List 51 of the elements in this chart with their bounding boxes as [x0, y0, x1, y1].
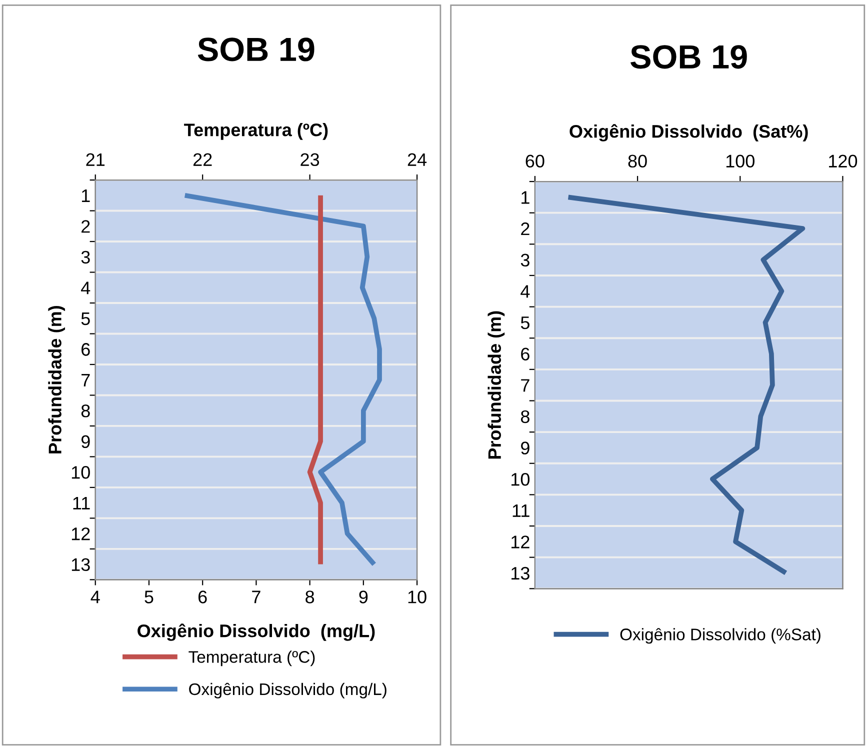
y-tick-label: 8: [520, 410, 530, 424]
x2-tick-label: 80: [628, 154, 647, 168]
chart-title: SOB 19: [198, 38, 314, 62]
y-axis-title: Profundidade (m): [48, 306, 66, 454]
x-tick-label: 9: [359, 590, 368, 604]
y-tick-label: 5: [81, 312, 90, 326]
y-tick-label: 10: [72, 466, 90, 479]
x-tick-label: 4: [90, 590, 100, 604]
x2-tick-label: 24: [408, 153, 427, 166]
x-tick-label: 8: [306, 590, 314, 604]
legend-label: Temperatura (ºC): [188, 650, 315, 666]
y-tick-label: 6: [82, 343, 90, 356]
y-tick-label: 1: [522, 191, 530, 204]
x2-tick-label: 120: [829, 154, 858, 168]
y-tick-label: 5: [520, 316, 530, 330]
x2-tick-label: 23: [300, 153, 320, 166]
y-tick-label: 7: [82, 374, 90, 386]
x2-tick-label: 60: [526, 154, 544, 168]
y-tick-label: 9: [81, 435, 90, 448]
y-tick-label: 2: [82, 220, 90, 233]
x2-tick-label: 100: [726, 154, 754, 168]
y-tick-label: 10: [512, 472, 530, 486]
x-axis-title: Oxigênio Dissolvido (mg/L): [138, 624, 375, 641]
y-tick-label: 13: [512, 566, 530, 580]
x-tick-label: 6: [198, 590, 207, 604]
chart-title: SOB 19: [630, 45, 747, 69]
y-tick-label: 3: [520, 254, 530, 267]
y-tick-label: 2: [521, 222, 530, 236]
legend-label: Oxigênio Dissolvido (mg/L): [189, 682, 386, 698]
y-tick-label: 8: [81, 404, 90, 418]
legend-label: Oxigênio Dissolvido (%Sat): [620, 628, 820, 644]
y-axis-title: Profundidade (m): [488, 311, 505, 459]
x2-axis-title: Oxigênio Dissolvido (Sat%): [570, 124, 808, 142]
y-tick-label: 3: [81, 250, 90, 264]
y-tick-label: 4: [520, 285, 530, 298]
y-tick-label: 11: [512, 504, 530, 517]
x2-tick-label: 22: [193, 153, 212, 166]
x2-tick-label: 21: [86, 153, 105, 166]
y-tick-label: 13: [72, 558, 90, 572]
y-tick-label: 11: [73, 496, 90, 510]
x2-axis-title: Temperatura (ºC): [184, 123, 328, 140]
y-tick-label: 12: [72, 527, 90, 540]
y-tick-label: 7: [521, 379, 530, 392]
x-tick-label: 10: [408, 590, 426, 604]
x-tick-label: 7: [252, 590, 260, 604]
y-tick-label: 12: [512, 536, 530, 548]
x-tick-label: 5: [144, 590, 154, 604]
y-tick-label: 6: [521, 348, 530, 360]
y-tick-label: 1: [82, 190, 90, 202]
y-tick-label: 9: [521, 442, 530, 454]
y-tick-label: 4: [81, 282, 90, 294]
